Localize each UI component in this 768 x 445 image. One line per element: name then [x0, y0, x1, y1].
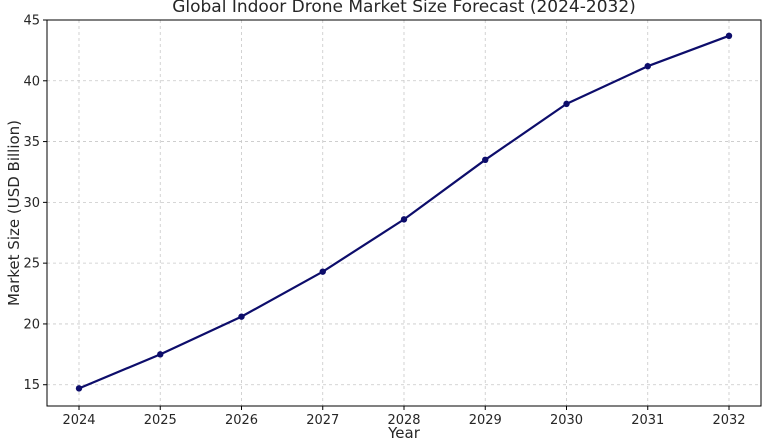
y-tick-label: 15: [23, 378, 40, 393]
series: [75, 32, 733, 392]
x-tick-label: 2025: [144, 413, 177, 428]
x-tick-label: 2026: [225, 413, 258, 428]
x-tick-label: 2027: [306, 413, 339, 428]
data-point: [725, 32, 733, 40]
x-tick-label: 2029: [469, 413, 502, 428]
data-point: [400, 216, 408, 223]
y-tick-label: 45: [23, 14, 40, 29]
tick-labels: 2024 2025 2026 2027 2028 2029 2030 2031 20321520…: [23, 14, 745, 429]
data-point: [482, 156, 489, 164]
y-axis-title: Market Size (USD Billion): [5, 120, 23, 306]
data-point: [319, 268, 326, 275]
x-axis-title: Year: [387, 424, 421, 441]
data-point: [563, 100, 570, 108]
x-tick-label: 2030: [550, 413, 583, 428]
y-tick-label: 40: [23, 74, 40, 89]
grid: [47, 19, 761, 406]
data-point: [75, 385, 83, 392]
x-tick-label: 2028: [387, 413, 420, 428]
y-tick-label: 35: [23, 135, 40, 150]
x-tick-label: 2031: [631, 413, 664, 428]
chart-title: Global Indoor Drone Market Size Forecast…: [172, 0, 636, 17]
data-point: [644, 62, 651, 70]
y-tick-label: 30: [23, 196, 40, 211]
y-tick-label: 25: [23, 257, 40, 272]
y-tick-label: 20: [23, 317, 40, 332]
x-tick-label: 2032: [712, 413, 745, 428]
x-tick-label: 2024: [62, 413, 95, 428]
data-point: [238, 313, 245, 320]
data-point: [157, 351, 164, 358]
